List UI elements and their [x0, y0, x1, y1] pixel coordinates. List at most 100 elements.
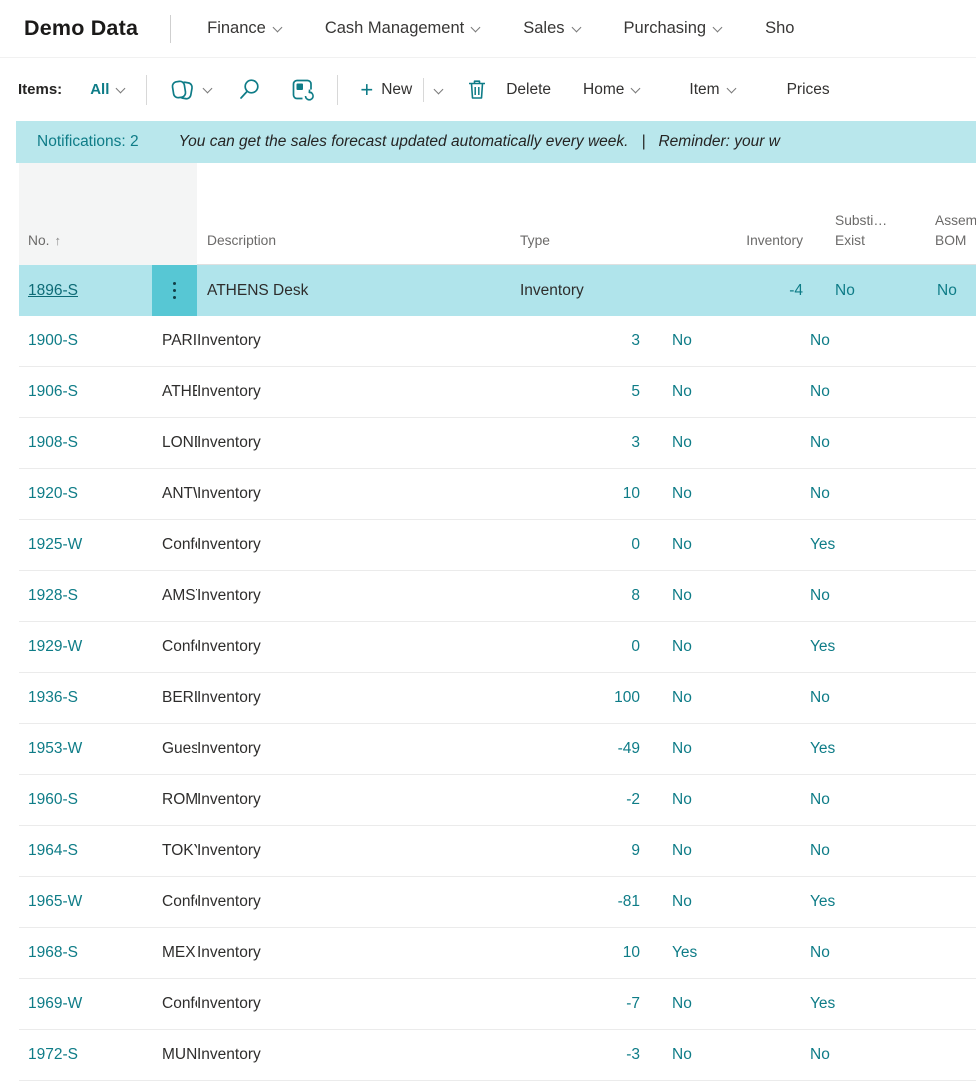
item-type[interactable]: Inventory: [197, 995, 261, 1012]
item-inventory[interactable]: 8: [631, 587, 640, 604]
item-inventory[interactable]: 10: [622, 485, 640, 502]
item-no-link[interactable]: 1920-S: [28, 485, 78, 502]
item-assembly-bom[interactable]: No: [810, 791, 830, 808]
item-no-link[interactable]: 1925-W: [28, 536, 83, 553]
table-row[interactable]: 1936-S BERLIN Guest Chair, yellow Invent…: [19, 673, 976, 724]
item-description[interactable]: LONDON Swivel Chair, blue: [162, 434, 197, 451]
item-assembly-bom[interactable]: Yes: [810, 995, 836, 1012]
item-substitutes-exist[interactable]: No: [672, 434, 692, 451]
table-row[interactable]: 1972-S MUNICH Swivel Chair, yellow Inven…: [19, 1030, 976, 1081]
item-assembly-bom[interactable]: No: [810, 842, 830, 859]
item-description[interactable]: Conference Bundle 1-6: [162, 536, 197, 553]
item-menu[interactable]: Item: [689, 81, 737, 99]
item-assembly-bom[interactable]: Yes: [810, 740, 836, 757]
item-inventory[interactable]: 10: [622, 944, 640, 961]
item-substitutes-exist[interactable]: No: [672, 485, 692, 502]
column-header-assembly-bom[interactable]: Assem… BOM: [930, 211, 976, 264]
item-type[interactable]: Inventory: [197, 1046, 261, 1063]
item-type[interactable]: Inventory: [197, 434, 261, 451]
item-no-link[interactable]: 1972-S: [28, 1046, 78, 1063]
item-description[interactable]: MUNICH Swivel Chair, yellow: [162, 1046, 197, 1063]
table-row[interactable]: 1929-W Conference Bundle 1-8 Inventory 0…: [19, 622, 976, 673]
item-description[interactable]: Conference Bundle 1-8: [162, 638, 197, 655]
item-no-link[interactable]: 1960-S: [28, 791, 78, 808]
nav-item-purchasing[interactable]: Purchasing: [624, 19, 723, 38]
item-type[interactable]: Inventory: [197, 791, 261, 808]
table-row[interactable]: 1965-W Conference Bundle 2-8 Inventory -…: [19, 877, 976, 928]
column-header-substitutes-exist[interactable]: Substi… Exist: [803, 211, 930, 264]
nav-item-shopify[interactable]: Sho: [765, 19, 794, 38]
item-inventory[interactable]: 3: [631, 434, 640, 451]
table-row[interactable]: 1928-S AMSTERDAM Lamp Inventory 8 No No: [19, 571, 976, 622]
delete-button[interactable]: Delete: [466, 78, 551, 101]
item-description[interactable]: ATHENS Mobile Pedestal: [162, 383, 197, 400]
item-type[interactable]: Inventory: [520, 281, 584, 299]
column-header-inventory[interactable]: Inventory: [746, 233, 803, 248]
prices-menu[interactable]: Prices: [787, 81, 830, 99]
item-inventory[interactable]: 100: [614, 689, 640, 706]
column-header-description[interactable]: Description: [207, 233, 277, 248]
item-type[interactable]: Inventory: [197, 587, 261, 604]
item-substitutes-exist[interactable]: No: [672, 995, 692, 1012]
item-inventory[interactable]: -3: [626, 1046, 640, 1063]
item-no-link[interactable]: 1936-S: [28, 689, 78, 706]
item-no-link[interactable]: 1968-S: [28, 944, 78, 961]
item-assembly-bom[interactable]: No: [937, 281, 957, 299]
item-no-link[interactable]: 1900-S: [28, 332, 78, 349]
item-inventory[interactable]: -81: [617, 893, 640, 910]
item-description[interactable]: Conference Bundle 2-8: [162, 893, 197, 910]
item-description[interactable]: ROME Guest Chair, green: [162, 791, 197, 808]
item-no-link[interactable]: 1908-S: [28, 434, 78, 451]
item-inventory[interactable]: 3: [631, 332, 640, 349]
item-type[interactable]: Inventory: [197, 689, 261, 706]
item-substitutes-exist[interactable]: No: [672, 587, 692, 604]
column-header-no[interactable]: No. ↑: [19, 231, 152, 264]
item-inventory[interactable]: -49: [617, 740, 640, 757]
table-row[interactable]: 1925-W Conference Bundle 1-6 Inventory 0…: [19, 520, 976, 571]
item-type[interactable]: Inventory: [197, 638, 261, 655]
item-assembly-bom[interactable]: No: [810, 587, 830, 604]
item-assembly-bom[interactable]: Yes: [810, 893, 836, 910]
search-button[interactable]: [237, 77, 262, 102]
item-description[interactable]: AMSTERDAM Lamp: [162, 587, 197, 604]
item-assembly-bom[interactable]: No: [810, 485, 830, 502]
item-assembly-bom[interactable]: No: [810, 332, 830, 349]
item-no-link[interactable]: 1928-S: [28, 587, 78, 604]
nav-item-sales[interactable]: Sales: [523, 19, 581, 38]
item-assembly-bom[interactable]: Yes: [810, 638, 836, 655]
nav-item-cash-management[interactable]: Cash Management: [325, 19, 481, 38]
item-inventory[interactable]: -4: [789, 281, 803, 299]
item-substitutes-exist[interactable]: No: [672, 893, 692, 910]
item-assembly-bom[interactable]: No: [810, 1046, 830, 1063]
table-row[interactable]: 1908-S LONDON Swivel Chair, blue Invento…: [19, 418, 976, 469]
item-type[interactable]: Inventory: [197, 842, 261, 859]
notifications-count-link[interactable]: Notifications: 2: [37, 133, 139, 150]
table-row[interactable]: 1960-S ROME Guest Chair, green Inventory…: [19, 775, 976, 826]
table-row[interactable]: 1900-S PARIS Guest Chair, black Inventor…: [19, 316, 976, 367]
item-inventory[interactable]: 0: [631, 638, 640, 655]
analysis-mode-button[interactable]: [290, 77, 315, 102]
item-type[interactable]: Inventory: [197, 893, 261, 910]
item-description[interactable]: BERLIN Guest Chair, yellow: [162, 689, 197, 706]
item-description[interactable]: ANTWERP Conference Table: [162, 485, 197, 502]
item-description[interactable]: Conference Package 1: [162, 995, 197, 1012]
item-no-link[interactable]: 1896-S: [28, 281, 78, 299]
item-description[interactable]: ATHENS Desk: [207, 281, 309, 299]
view-filter-button[interactable]: All: [90, 81, 126, 98]
views-button[interactable]: [169, 77, 213, 103]
item-inventory[interactable]: 5: [631, 383, 640, 400]
item-inventory[interactable]: -2: [626, 791, 640, 808]
item-inventory[interactable]: 9: [631, 842, 640, 859]
item-description[interactable]: TOKYO Guest Chair, blue: [162, 842, 197, 859]
item-substitutes-exist[interactable]: No: [672, 536, 692, 553]
item-type[interactable]: Inventory: [197, 536, 261, 553]
item-assembly-bom[interactable]: Yes: [810, 536, 836, 553]
row-options-button[interactable]: [152, 265, 197, 316]
item-type[interactable]: Inventory: [197, 383, 261, 400]
item-substitutes-exist[interactable]: No: [672, 383, 692, 400]
item-no-link[interactable]: 1969-W: [28, 995, 83, 1012]
new-split-chevron-icon[interactable]: [433, 84, 444, 95]
item-substitutes-exist[interactable]: Yes: [672, 944, 698, 961]
item-no-link[interactable]: 1964-S: [28, 842, 78, 859]
item-no-link[interactable]: 1929-W: [28, 638, 83, 655]
